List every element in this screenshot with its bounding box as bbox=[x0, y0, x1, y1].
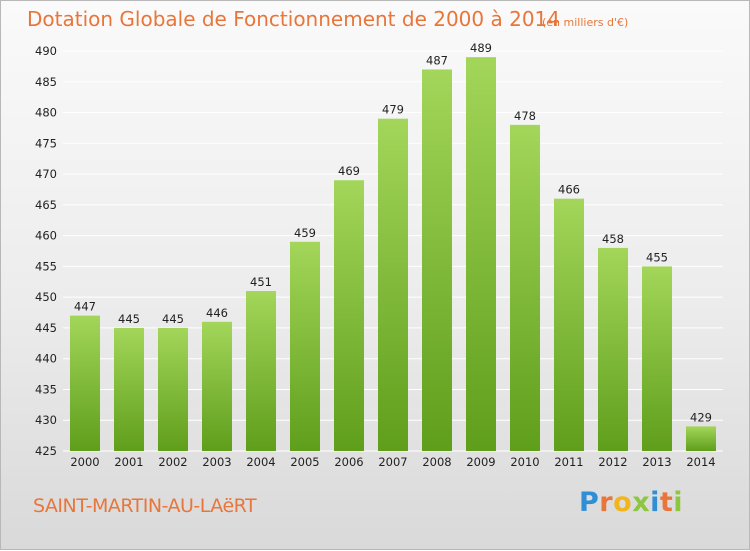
bar-2012 bbox=[598, 247, 628, 451]
y-tick-label: 450 bbox=[35, 290, 57, 304]
y-tick-label: 425 bbox=[35, 444, 57, 458]
x-tick-label: 2002 bbox=[158, 455, 187, 469]
data-label: 489 bbox=[470, 41, 492, 55]
x-tick-label: 2005 bbox=[290, 455, 319, 469]
y-tick-label: 445 bbox=[35, 321, 57, 335]
data-label: 466 bbox=[558, 183, 580, 197]
data-label: 469 bbox=[338, 164, 360, 178]
x-tick-label: 2010 bbox=[510, 455, 539, 469]
data-label: 478 bbox=[514, 109, 536, 123]
data-label: 459 bbox=[294, 226, 316, 240]
x-tick-label: 2013 bbox=[642, 455, 671, 469]
logo-letter: i bbox=[673, 487, 684, 518]
data-label: 446 bbox=[206, 306, 228, 320]
data-label: 455 bbox=[646, 250, 668, 264]
data-label: 429 bbox=[690, 410, 712, 424]
x-axis-ticks: 2000 2001 2002 2003 2004 2005 2006 2007 2008 2009… bbox=[70, 455, 715, 469]
logo-letter: r bbox=[599, 487, 614, 518]
logo-letter: P bbox=[579, 487, 600, 518]
data-label: 487 bbox=[426, 53, 448, 67]
logo-letter: i bbox=[650, 487, 660, 518]
y-tick-label: 430 bbox=[35, 413, 57, 427]
y-tick-label: 470 bbox=[35, 167, 57, 181]
logo-letter: t bbox=[659, 487, 674, 518]
data-label: 445 bbox=[118, 312, 140, 326]
y-tick-label: 435 bbox=[35, 382, 57, 396]
x-tick-label: 2000 bbox=[70, 455, 99, 469]
x-tick-label: 2011 bbox=[554, 455, 583, 469]
proxiti-logo: Proxiti bbox=[579, 487, 683, 518]
x-tick-label: 2008 bbox=[422, 455, 451, 469]
commune-name: SAINT-MARTIN-AU-LAëRT bbox=[33, 495, 257, 517]
bar-2000 bbox=[70, 315, 100, 451]
y-tick-label: 440 bbox=[35, 352, 57, 366]
y-tick-label: 465 bbox=[35, 198, 57, 212]
bars bbox=[70, 57, 716, 452]
x-tick-label: 2012 bbox=[598, 455, 627, 469]
x-tick-label: 2007 bbox=[378, 455, 407, 469]
bar-2006 bbox=[334, 180, 364, 451]
bar-2001 bbox=[114, 327, 144, 451]
x-tick-label: 2014 bbox=[686, 455, 715, 469]
x-tick-label: 2009 bbox=[466, 455, 495, 469]
y-tick-label: 455 bbox=[35, 259, 57, 273]
chart-title: Dotation Globale de Fonctionnement de 20… bbox=[27, 7, 560, 31]
bar-2004 bbox=[246, 291, 276, 451]
x-tick-label: 2001 bbox=[114, 455, 143, 469]
bar-2002 bbox=[158, 327, 188, 451]
y-tick-label: 485 bbox=[35, 75, 57, 89]
bar-2005 bbox=[290, 241, 320, 451]
y-tick-label: 475 bbox=[35, 136, 57, 150]
data-label: 447 bbox=[74, 300, 96, 314]
x-tick-label: 2004 bbox=[246, 455, 275, 469]
data-label: 479 bbox=[382, 103, 404, 117]
y-tick-label: 490 bbox=[35, 44, 57, 58]
bar-2014 bbox=[686, 426, 716, 451]
bar-2008 bbox=[422, 69, 452, 451]
y-axis-ticks: 425 430 435 440 445 450 455 460 465 470 475 480 485 4… bbox=[35, 44, 57, 458]
logo-letter: x bbox=[632, 487, 651, 518]
bar-2013 bbox=[642, 266, 672, 451]
y-tick-label: 460 bbox=[35, 229, 57, 243]
x-tick-label: 2006 bbox=[334, 455, 363, 469]
data-label: 458 bbox=[602, 232, 624, 246]
chart-subtitle: (en milliers d'€) bbox=[542, 16, 629, 29]
data-labels: 447 445 445 446 451 459 469 479 487 489 478 466 458 4… bbox=[74, 41, 712, 424]
data-label: 445 bbox=[162, 312, 184, 326]
data-label: 451 bbox=[250, 275, 272, 289]
bar-2010 bbox=[510, 124, 540, 451]
bar-2009 bbox=[466, 57, 496, 452]
bar-2003 bbox=[202, 321, 232, 451]
logo-letter: o bbox=[613, 487, 633, 518]
y-tick-label: 480 bbox=[35, 106, 57, 120]
x-tick-label: 2003 bbox=[202, 455, 231, 469]
bar-2007 bbox=[378, 118, 408, 451]
bar-2011 bbox=[554, 198, 584, 451]
